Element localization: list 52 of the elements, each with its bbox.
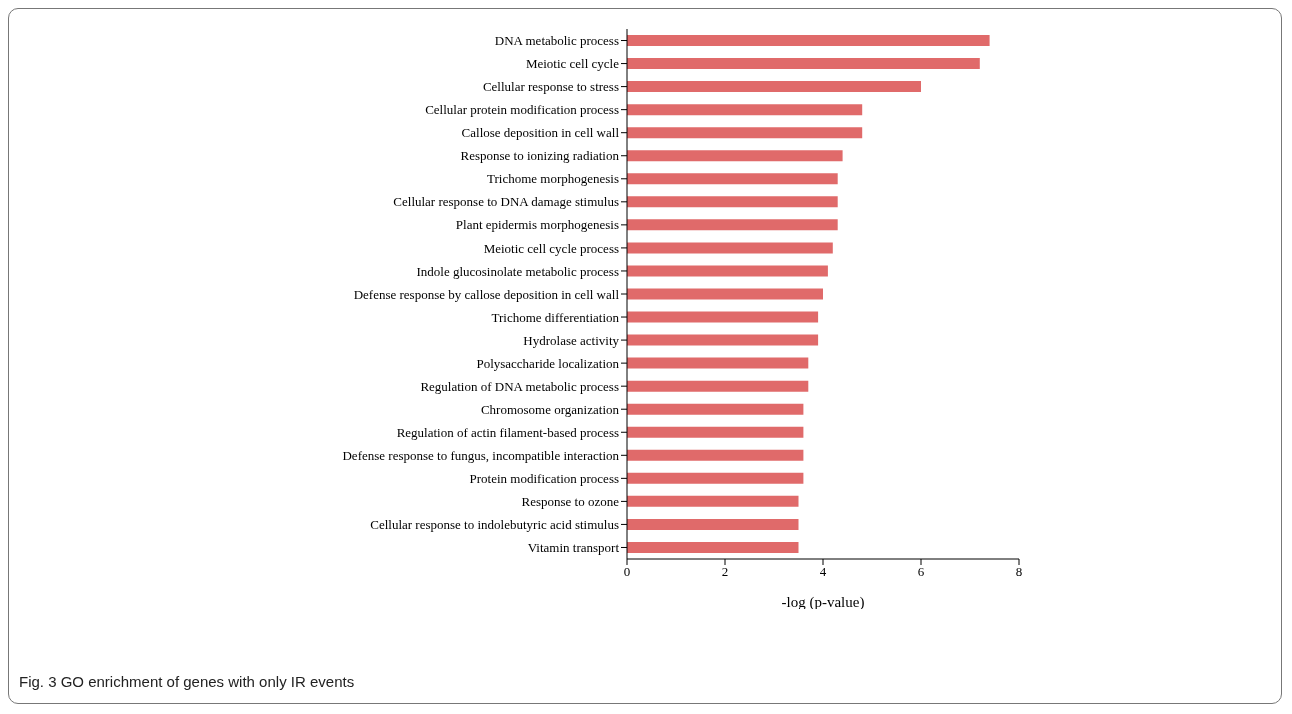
bar	[627, 518, 799, 530]
y-tick-label: Trichome morphogenesis	[486, 171, 619, 187]
bar	[627, 150, 843, 162]
bar	[627, 173, 838, 185]
bar	[627, 334, 819, 346]
bar	[627, 495, 799, 507]
y-tick-label: Response to ozone	[521, 494, 620, 510]
bar	[627, 357, 809, 369]
y-tick-label: Callose deposition in cell wall	[461, 125, 620, 141]
y-tick-label: Protein modification process	[469, 470, 619, 486]
bar	[627, 380, 809, 392]
y-tick-label: Hydrolase activity	[523, 332, 620, 348]
x-tick-label: 4	[819, 564, 827, 580]
x-tick-label: 6	[917, 564, 925, 580]
bar	[627, 426, 804, 438]
y-tick-label: Regulation of actin filament-based process	[396, 424, 619, 440]
y-tick-label: Polysaccharide localization	[476, 355, 620, 371]
y-tick-label: Chromosome organization	[480, 401, 620, 417]
caption: Fig. 3 GO enrichment of genes with only IR events	[19, 673, 355, 690]
y-tick-label: Defense response to fungus, incompatible interaction	[342, 447, 620, 463]
bar	[627, 58, 980, 70]
bar	[627, 81, 921, 93]
bar	[627, 242, 833, 254]
y-tick-label: Plant epidermis morphogenesis	[455, 217, 619, 233]
x-tick-label: 0	[623, 564, 631, 580]
y-tick-label: DNA metabolic process	[494, 33, 619, 49]
y-tick-label: Regulation of DNA metabolic process	[420, 378, 619, 394]
bar	[627, 219, 838, 231]
bar	[627, 35, 990, 46]
y-tick-label: Meiotic cell cycle process	[483, 240, 619, 256]
y-tick-label: Defense response by callose deposition in cell wall	[353, 286, 620, 302]
bar	[627, 541, 799, 553]
bar	[627, 127, 863, 139]
y-tick-label: Response to ionizing radiation	[460, 148, 620, 164]
bar	[627, 288, 823, 300]
x-tick-label: 2	[721, 564, 729, 580]
y-tick-label: Cellular response to stress	[482, 79, 619, 95]
bar	[627, 196, 838, 208]
bar	[627, 403, 804, 415]
bar	[627, 472, 804, 484]
y-tick-label: Meiotic cell cycle	[525, 56, 620, 72]
bar	[627, 104, 863, 116]
bar	[627, 265, 828, 277]
y-tick-label: Vitamin transport	[527, 540, 620, 556]
y-tick-label: Trichome differentiation	[491, 309, 620, 325]
y-tick-label: Cellular response to indolebutyric acid stimulus	[370, 517, 619, 533]
y-tick-label: Indole glucosinolate metabolic process	[416, 263, 619, 279]
x-tick-label: 8	[1015, 564, 1023, 580]
y-tick-label: Cellular response to DNA damage stimulus	[393, 194, 619, 210]
y-tick-label: Cellular protein modification process	[425, 102, 619, 118]
bar	[627, 311, 819, 323]
bar	[627, 449, 804, 461]
